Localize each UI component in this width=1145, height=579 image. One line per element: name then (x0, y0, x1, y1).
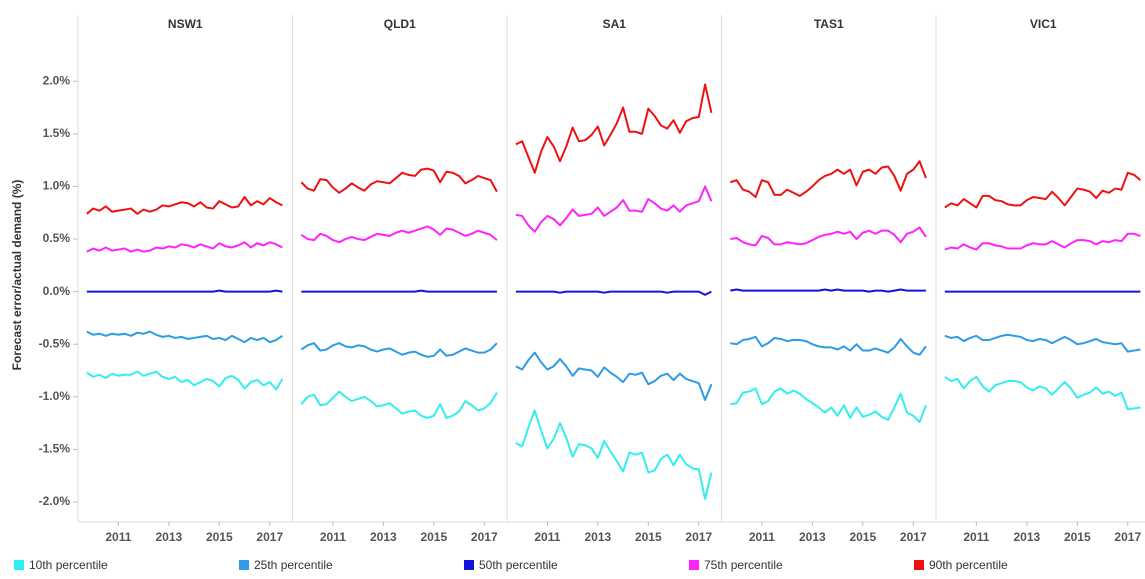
panel-title: TAS1 (814, 17, 844, 31)
x-tick-label: 2015 (420, 530, 447, 544)
x-tick-label: 2011 (105, 530, 131, 544)
x-tick-label: 2017 (685, 530, 712, 544)
x-tick-label: 2011 (320, 530, 346, 544)
series-line (86, 289, 283, 293)
panel-title: VIC1 (1030, 17, 1057, 31)
series-line (515, 409, 713, 500)
series-line (515, 185, 713, 233)
x-tick-label: 2013 (1013, 530, 1040, 544)
y-tick-label: 0.5% (43, 231, 71, 245)
legend-label: 25th percentile (254, 558, 333, 572)
x-tick-label: 2015 (206, 530, 233, 544)
series-line (730, 226, 927, 247)
x-tick-label: 2015 (849, 530, 876, 544)
x-tick-label: 2013 (370, 530, 397, 544)
series-line (301, 289, 497, 293)
panel-title: SA1 (603, 17, 627, 31)
x-tick-label: 2011 (963, 530, 989, 544)
series-line (300, 390, 498, 419)
series-line (86, 241, 283, 253)
y-tick-label: 0.0% (43, 284, 71, 298)
series-line (515, 351, 713, 401)
legend-swatch (464, 560, 474, 570)
series-line (515, 83, 713, 174)
x-tick-label: 2017 (471, 530, 498, 544)
series-line (86, 195, 283, 215)
series-line (515, 290, 712, 296)
x-tick-label: 2011 (534, 530, 560, 544)
series-line (730, 335, 927, 356)
series-line (944, 232, 1141, 251)
y-tick-label: 1.0% (43, 179, 71, 193)
x-tick-label: 2017 (256, 530, 283, 544)
y-tick-label: -1.0% (39, 389, 71, 403)
x-tick-label: 2017 (1114, 530, 1141, 544)
series-line (86, 370, 284, 391)
x-tick-label: 2013 (799, 530, 826, 544)
panel-title: NSW1 (168, 17, 203, 31)
x-tick-label: 2017 (900, 530, 927, 544)
x-tick-label: 2015 (1064, 530, 1091, 544)
y-tick-label: -1.5% (39, 442, 71, 456)
series-line (730, 387, 927, 424)
legend-swatch (914, 560, 924, 570)
panel-title: QLD1 (384, 17, 416, 31)
legend-label: 75th percentile (704, 558, 783, 572)
legend-swatch (14, 560, 24, 570)
series-line (944, 375, 1141, 411)
x-tick-label: 2015 (635, 530, 662, 544)
legend-swatch (689, 560, 699, 570)
legend-label: 90th percentile (929, 558, 1008, 572)
series-line (944, 171, 1142, 209)
y-axis-label: Forecast error/actual demand (%) (10, 180, 24, 371)
y-tick-label: -0.5% (39, 336, 71, 350)
y-tick-label: 1.5% (43, 126, 71, 140)
x-tick-label: 2013 (155, 530, 182, 544)
legend-label: 50th percentile (479, 558, 558, 572)
x-tick-label: 2013 (584, 530, 611, 544)
series-line (944, 333, 1141, 353)
series-line (86, 330, 283, 344)
series-line (730, 288, 926, 293)
series-line (730, 160, 927, 198)
legend-label: 10th percentile (29, 558, 108, 572)
series-line (300, 167, 498, 194)
y-tick-label: -2.0% (39, 494, 71, 508)
y-tick-label: 2.0% (43, 73, 71, 87)
legend-swatch (239, 560, 249, 570)
series-line (300, 225, 498, 244)
x-tick-label: 2011 (749, 530, 775, 544)
series-line (300, 342, 498, 358)
